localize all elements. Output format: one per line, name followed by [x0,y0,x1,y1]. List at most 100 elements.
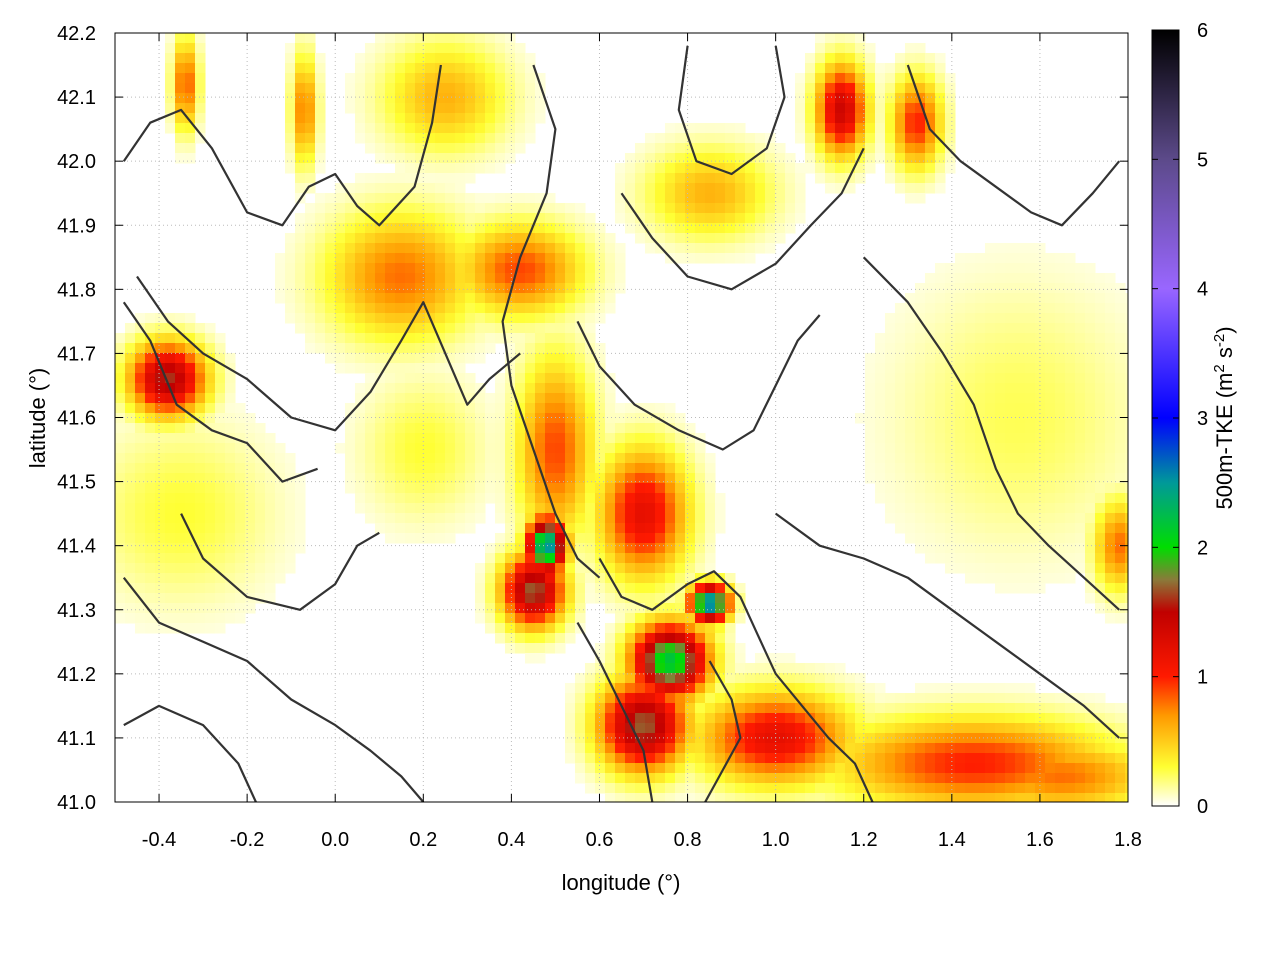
heat-cell [265,543,276,554]
heat-cell [575,763,586,774]
heat-cell [595,383,606,394]
heat-cell [1105,453,1116,464]
heat-cell [895,433,906,444]
heat-cell [1005,243,1016,254]
heat-cell [1085,303,1096,314]
heat-cell [1005,403,1016,414]
heat-cell [1055,363,1066,374]
heat-cell [575,613,586,624]
heat-cell [665,123,676,134]
heat-cell [295,223,306,234]
heat-cell [695,523,706,534]
heat-cell [965,743,976,754]
heat-cell [755,133,766,144]
heat-cell [1055,493,1066,504]
heat-cell [185,103,196,114]
heat-cell [475,453,486,464]
heat-cell [185,623,196,634]
heat-cell [335,363,346,374]
heat-cell [495,503,506,514]
heat-cell [475,323,486,334]
heat-cell [635,693,646,704]
heat-cell [885,73,896,84]
heat-cell [395,473,406,484]
heat-cell [665,713,676,724]
heat-cell [625,753,636,764]
heat-cell [615,443,626,454]
heat-cell [235,613,246,624]
heat-cell [195,63,206,74]
heat-cell [565,383,576,394]
heat-cell [835,163,846,174]
heat-cell [515,143,526,154]
heat-cell [785,693,796,704]
heat-cell [455,503,466,514]
heat-cell [445,483,456,494]
heat-cell [795,93,806,104]
heat-cell [895,63,906,74]
heat-cell [1065,383,1076,394]
heat-cell [155,583,166,594]
heat-cell [735,583,746,594]
heat-cell [495,93,506,104]
heat-cell [235,463,246,474]
heat-cell [1095,383,1106,394]
heat-cell [575,433,586,444]
heat-cell [765,703,776,714]
heat-cell [605,703,616,714]
heat-cell [695,703,706,714]
heat-cell [1055,383,1066,394]
heat-cell [975,423,986,434]
heat-cell [1115,323,1126,334]
heat-cell [385,133,396,144]
heat-cell [125,603,136,614]
heat-cell [615,463,626,474]
heat-cell [1065,533,1076,544]
heat-cell [305,53,316,64]
heat-cell [835,113,846,124]
heat-cell [815,783,826,794]
heat-cell [1125,473,1128,484]
heat-cell [555,493,566,504]
heat-cell [675,503,686,514]
heat-cell [545,293,556,304]
heat-cell [245,493,256,504]
heat-cell [1065,773,1076,784]
heat-cell [1015,513,1026,524]
heat-cell [295,233,306,244]
heat-cell [705,543,716,554]
heat-cell [695,203,706,214]
heat-cell [915,343,926,354]
contour-line [704,660,742,802]
y-tick-label: 42.0 [57,151,96,173]
heat-cell [505,573,516,584]
heat-cell [175,623,186,634]
heat-cell [575,283,586,294]
heat-cell [735,253,746,264]
heat-cell [465,213,476,224]
heat-cell [785,723,796,734]
heat-cell [305,113,316,124]
heat-cell [415,253,426,264]
heat-cell [125,453,136,464]
heat-cell [975,433,986,444]
heat-cell [895,733,906,744]
heat-cell [595,253,606,264]
heat-cell [935,323,946,334]
heat-cell [645,613,656,624]
heat-cell [165,323,176,334]
heat-cell [155,403,166,414]
heat-cell [925,773,936,784]
heat-cell [555,593,566,604]
heat-cell [485,563,496,574]
heat-cell [355,173,366,184]
heat-cell [295,33,306,44]
heat-cell [915,493,926,504]
heat-cell [125,423,136,434]
heat-cell [885,793,896,802]
heat-cell [415,403,426,414]
heat-cell [925,373,936,384]
heat-cell [585,263,596,274]
heat-cell [185,143,196,154]
heat-cell [135,473,146,484]
